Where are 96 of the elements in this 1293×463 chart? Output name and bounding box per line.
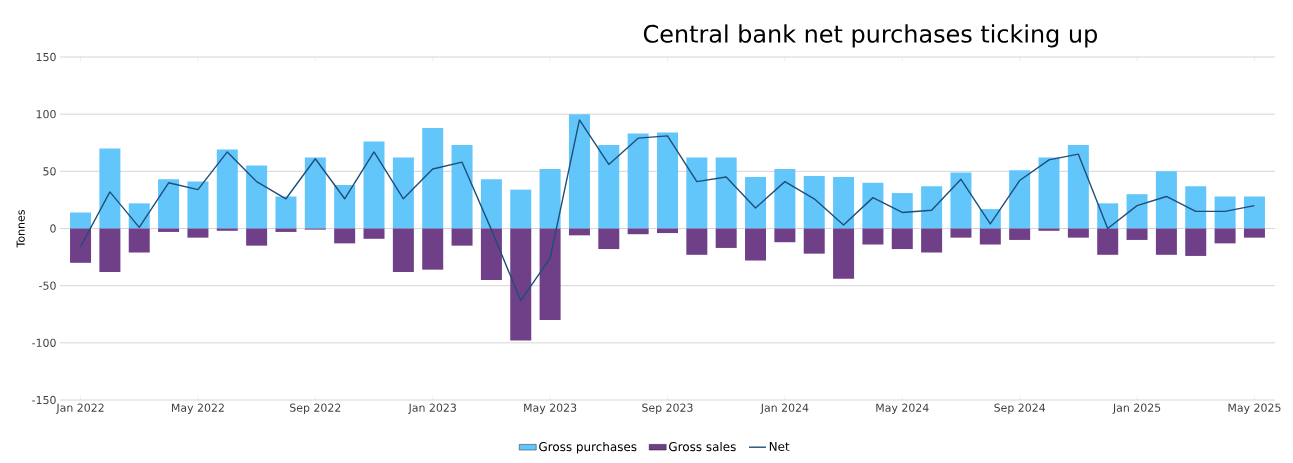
bar [275, 196, 297, 229]
x-tick-label: May 2025 [1228, 403, 1281, 414]
bar [480, 228, 502, 280]
x-tick-label: Sep 2022 [290, 403, 341, 414]
bar [539, 228, 561, 320]
bar [862, 182, 884, 229]
y-tick-label: -100 [32, 338, 56, 347]
bar [745, 228, 767, 261]
x-tick-label: May 2024 [876, 403, 929, 414]
bar [1243, 196, 1265, 229]
y-tick-label: -50 [39, 281, 56, 290]
bar [774, 228, 796, 243]
bar [1185, 228, 1207, 256]
bar [1097, 228, 1119, 255]
bar [833, 228, 855, 279]
bar [480, 179, 502, 229]
bar [128, 228, 150, 253]
legend-label: Net [769, 442, 790, 451]
bar [745, 177, 767, 229]
bar [921, 186, 943, 229]
bar [334, 228, 356, 244]
y-tick-label: 50 [43, 167, 56, 176]
bar [1214, 196, 1236, 229]
bar [598, 228, 620, 250]
x-tick-label: Jan 2025 [1112, 403, 1161, 414]
bar [803, 175, 825, 229]
bar [451, 228, 473, 246]
bar [451, 145, 473, 229]
bar [246, 228, 268, 246]
bar [510, 228, 532, 341]
bar [686, 157, 708, 229]
bar [1038, 157, 1060, 229]
bar [187, 181, 209, 229]
bar [1067, 145, 1089, 229]
bar [803, 228, 825, 254]
bar [715, 157, 737, 229]
x-tick-label: May 2022 [172, 403, 224, 414]
bar [1214, 228, 1236, 244]
line-series [79, 119, 1256, 302]
bar [363, 228, 385, 239]
bar [1243, 228, 1265, 238]
bar [891, 228, 913, 250]
bar [1155, 228, 1177, 255]
bar [891, 193, 913, 229]
bar [158, 179, 180, 229]
bar [950, 172, 972, 229]
bar [70, 228, 92, 263]
bar [510, 189, 532, 229]
bar [216, 149, 238, 229]
bar [686, 228, 708, 255]
bar [99, 228, 121, 272]
x-tick-label: Sep 2023 [642, 403, 693, 414]
bar [568, 114, 590, 229]
y-tick-label: 100 [36, 110, 56, 119]
bar [715, 228, 737, 248]
bar [539, 169, 561, 229]
bar [70, 212, 92, 229]
chart-title: Central bank net purchases ticking up [643, 24, 1097, 48]
bar [1185, 186, 1207, 229]
x-tick-label: Sep 2024 [994, 403, 1046, 414]
bar [598, 145, 620, 229]
bar [950, 228, 972, 238]
bar [422, 228, 444, 270]
bar [1009, 228, 1031, 240]
bar [1155, 171, 1177, 229]
bar [1067, 228, 1089, 238]
x-tick-label: Jan 2024 [760, 403, 809, 414]
bar [833, 177, 855, 229]
y-tick-label: 150 [36, 52, 56, 62]
bar [392, 157, 414, 229]
y-axis-title: Tonnes [16, 210, 25, 248]
bar [422, 127, 444, 229]
bar [363, 141, 385, 229]
bar [627, 133, 649, 229]
bar [187, 228, 209, 238]
bar [979, 228, 1001, 245]
legend-label: Gross sales [669, 441, 736, 452]
legend-label: Gross purchases [539, 441, 637, 454]
bar [862, 228, 884, 245]
x-tick-label: Jan 2023 [408, 403, 456, 414]
bar [1126, 228, 1148, 240]
y-tick-label: -150 [32, 395, 56, 405]
bar [1126, 194, 1148, 229]
bar [128, 203, 150, 229]
x-tick-label: May 2023 [524, 403, 577, 414]
bar [334, 185, 356, 229]
bar [774, 169, 796, 229]
bar [99, 148, 121, 229]
bar [1009, 170, 1031, 229]
bar [246, 165, 268, 229]
x-tick-label: Jan 2022 [55, 403, 104, 414]
bar [392, 228, 414, 272]
bar [656, 132, 678, 229]
bar [304, 157, 326, 229]
bar [921, 228, 943, 253]
y-tick-label: 0 [50, 224, 56, 233]
